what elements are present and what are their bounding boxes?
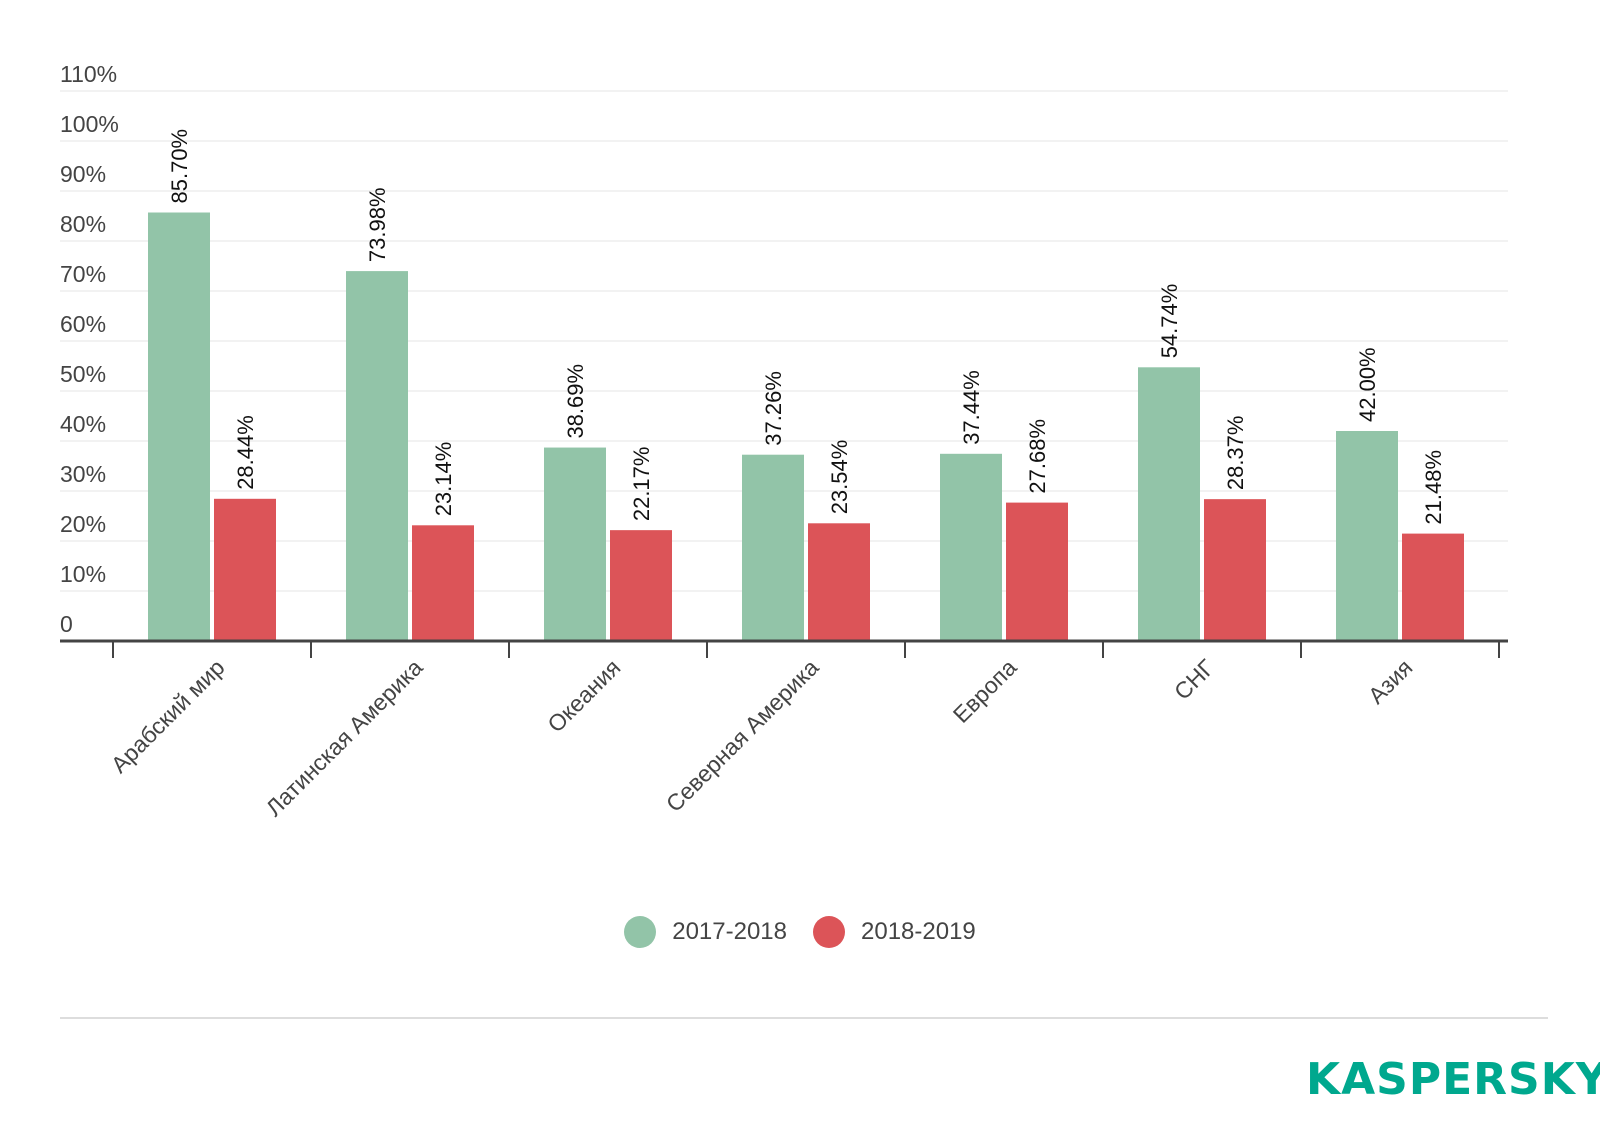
data-label-2018-2019-Арабский мир: 28.44% bbox=[233, 415, 258, 490]
data-label-2017-2018-Океания: 38.69% bbox=[563, 364, 588, 439]
category-label-Северная Америка: Северная Америка bbox=[661, 654, 824, 817]
y-axis-tick-labels: 0 10% 20% 30% 40% 50% 60% 70% 80% 90% 100% 110% bbox=[60, 61, 119, 637]
bar-2018-2019-Азия[interactable] bbox=[1402, 533, 1464, 641]
y-tick-label-20: 20% bbox=[60, 511, 106, 537]
bar-2018-2019-Арабский мир[interactable] bbox=[214, 498, 276, 641]
bar-2018-2019-Латинская Америка[interactable] bbox=[412, 525, 474, 641]
bar-2018-2019-Северная Америка[interactable] bbox=[808, 523, 870, 641]
category-label-Океания: Океания bbox=[542, 654, 625, 737]
y-tick-label-90: 90% bbox=[60, 161, 106, 187]
data-label-2017-2018-Азия: 42.00% bbox=[1355, 347, 1380, 422]
bar-2018-2019-Океания[interactable] bbox=[610, 530, 672, 641]
legend-item-2018-2019[interactable]: 2018-2019 bbox=[813, 916, 976, 948]
legend-swatch-2017-2018 bbox=[624, 916, 657, 948]
bars bbox=[148, 212, 1464, 642]
category-label-СНГ: СНГ bbox=[1169, 654, 1220, 705]
y-tick-label-60: 60% bbox=[60, 311, 106, 337]
category-label-Азия: Азия bbox=[1363, 654, 1418, 709]
data-label-2017-2018-Северная Америка: 37.26% bbox=[761, 371, 786, 446]
data-label-2018-2019-Северная Америка: 23.54% bbox=[827, 440, 852, 515]
bar-2017-2018-СНГ[interactable] bbox=[1138, 367, 1200, 641]
y-tick-label-40: 40% bbox=[60, 411, 106, 437]
y-tick-label-50: 50% bbox=[60, 361, 106, 387]
data-label-2017-2018-Арабский мир: 85.70% bbox=[167, 129, 192, 204]
x-axis-category-labels: Арабский мир Латинская Америка Океания Севе… bbox=[106, 654, 1418, 821]
data-label-2017-2018-Европа: 37.44% bbox=[959, 370, 984, 445]
data-label-2018-2019-СНГ: 28.37% bbox=[1223, 416, 1248, 491]
bar-2017-2018-Океания[interactable] bbox=[544, 447, 606, 641]
legend-label-2017-2018: 2017-2018 bbox=[672, 918, 787, 945]
bar-2017-2018-Латинская Америка[interactable] bbox=[346, 271, 408, 641]
data-label-2018-2019-Океания: 22.17% bbox=[629, 447, 654, 522]
category-label-Арабский мир: Арабский мир bbox=[106, 654, 230, 778]
kaspersky-lab-logo[interactable]: KASPERSKY lab bbox=[1306, 1058, 1600, 1102]
data-label-2017-2018-Латинская Америка: 73.98% bbox=[365, 187, 390, 262]
bar-chart: 0 10% 20% 30% 40% 50% 60% 70% 80% 90% 100% 110% 85.… bbox=[60, 61, 1508, 821]
y-tick-label-30: 30% bbox=[60, 461, 106, 487]
x-axis bbox=[60, 639, 1508, 658]
bar-2017-2018-Северная Америка[interactable] bbox=[742, 454, 804, 641]
bar-2017-2018-Европа[interactable] bbox=[940, 453, 1002, 641]
category-label-Европа: Европа bbox=[948, 654, 1022, 728]
y-tick-label-10: 10% bbox=[60, 561, 106, 587]
gridlines bbox=[60, 90, 1508, 592]
bar-2018-2019-Европа[interactable] bbox=[1006, 502, 1068, 641]
y-tick-label-0: 0 bbox=[60, 611, 73, 637]
logo-wordmark: KASPERSKY bbox=[1306, 1054, 1600, 1105]
category-label-Латинская Америка: Латинская Америка bbox=[261, 654, 428, 821]
bar-2017-2018-Арабский мир[interactable] bbox=[148, 212, 210, 642]
legend: 2017-2018 2018-2019 bbox=[0, 912, 1600, 952]
data-label-2018-2019-Латинская Америка: 23.14% bbox=[431, 442, 456, 517]
legend-item-2017-2018[interactable]: 2017-2018 bbox=[624, 916, 787, 948]
legend-label-2018-2019: 2018-2019 bbox=[861, 918, 976, 945]
data-label-2018-2019-Азия: 21.48% bbox=[1421, 450, 1446, 525]
bar-2017-2018-Азия[interactable] bbox=[1336, 431, 1398, 641]
footer-divider bbox=[60, 1017, 1548, 1019]
bar-2018-2019-СНГ[interactable] bbox=[1204, 499, 1266, 641]
y-tick-label-80: 80% bbox=[60, 211, 106, 237]
data-label-2018-2019-Европа: 27.68% bbox=[1025, 419, 1050, 494]
data-label-2017-2018-СНГ: 54.74% bbox=[1157, 284, 1182, 359]
legend-swatch-2018-2019 bbox=[813, 916, 845, 948]
y-tick-label-110: 110% bbox=[60, 61, 117, 87]
y-tick-label-70: 70% bbox=[60, 261, 106, 287]
y-tick-label-100: 100% bbox=[60, 111, 119, 137]
data-labels: 85.70% 28.44% 73.98% 23.14% 38.69% 22.17% 37.2… bbox=[167, 129, 1446, 525]
